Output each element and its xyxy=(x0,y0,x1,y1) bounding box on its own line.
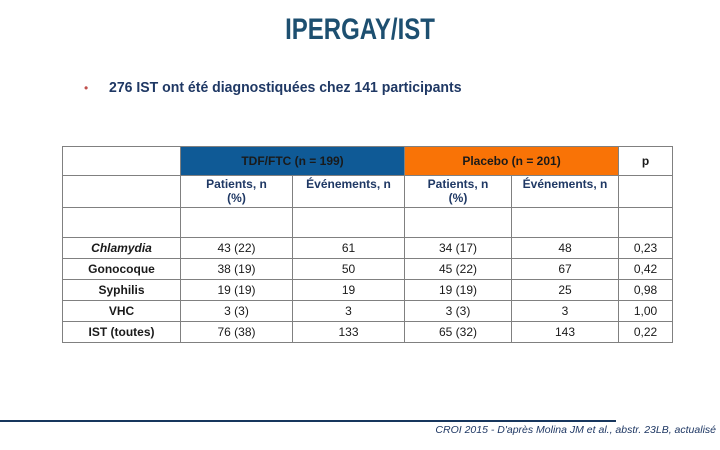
table-cell: 25 xyxy=(511,279,619,301)
table-cell: 3 xyxy=(511,300,619,322)
row-label: Chlamydia xyxy=(62,237,181,259)
bullet-item: • 276 IST ont été diagnostiquées chez 14… xyxy=(84,79,473,97)
table-group-header-row: TDF/FTC (n = 199) Placebo (n = 201) p xyxy=(62,146,673,176)
footer-divider xyxy=(0,420,616,422)
table-cell: 3 (3) xyxy=(404,300,512,322)
table-cell: 50 xyxy=(292,258,405,280)
table-row-vhc: VHC 3 (3) 3 3 (3) 3 1,00 xyxy=(62,300,673,322)
table-cell: 143 xyxy=(511,321,619,343)
table-cell: 19 (19) xyxy=(404,279,512,301)
table-cell-p: 1,00 xyxy=(618,300,673,322)
table-row-ist-toutes: IST (toutes) 76 (38) 133 65 (32) 143 0,2… xyxy=(62,321,673,343)
table-cell: 133 xyxy=(292,321,405,343)
table-cell: 19 xyxy=(292,279,405,301)
table-cell: 19 (19) xyxy=(180,279,293,301)
corner-cell xyxy=(62,146,181,176)
p-column-header: p xyxy=(618,146,673,176)
footer-credit: CROI 2015 - D'après Molina JM et al., ab… xyxy=(435,424,716,436)
sub-header-label: Patients, n (%) xyxy=(427,177,489,205)
table-cell-p: 0,22 xyxy=(618,321,673,343)
row-label: VHC xyxy=(62,300,181,322)
table-cell: 48 xyxy=(511,237,619,259)
row-label: IST (toutes) xyxy=(62,321,181,343)
table-cell: 3 (3) xyxy=(180,300,293,322)
bullet-text: 276 IST ont été diagnostiquées chez 141 … xyxy=(109,80,462,96)
sub-header-tdf-events: Événements, n xyxy=(292,175,405,208)
placebo-group-header: Placebo (n = 201) xyxy=(404,146,619,176)
empty-cell xyxy=(404,207,512,238)
table-row-gonocoque: Gonocoque 38 (19) 50 45 (22) 67 0,42 xyxy=(62,258,673,280)
sub-header-tdf-patients: Patients, n (%) xyxy=(180,175,293,208)
table-cell: 65 (32) xyxy=(404,321,512,343)
empty-cell xyxy=(292,207,405,238)
table-cell: 3 xyxy=(292,300,405,322)
table-cell: 34 (17) xyxy=(404,237,512,259)
table-cell: 45 (22) xyxy=(404,258,512,280)
row-label: Gonocoque xyxy=(62,258,181,280)
table-cell: 61 xyxy=(292,237,405,259)
empty-cell xyxy=(62,207,181,238)
table-cell: 43 (22) xyxy=(180,237,293,259)
table-cell: 38 (19) xyxy=(180,258,293,280)
empty-cell xyxy=(511,207,619,238)
table-cell-p: 0,23 xyxy=(618,237,673,259)
sub-header-placebo-patients: Patients, n (%) xyxy=(404,175,512,208)
table-cell: 76 (38) xyxy=(180,321,293,343)
table-cell-p: 0,98 xyxy=(618,279,673,301)
tdf-group-header: TDF/FTC (n = 199) xyxy=(180,146,405,176)
row-label: Syphilis xyxy=(62,279,181,301)
sub-header-label: Patients, n (%) xyxy=(206,177,267,205)
bullet-icon: • xyxy=(84,81,89,95)
table-sub-header-row: Patients, n (%) Événements, n Patients, … xyxy=(62,175,673,208)
empty-cell xyxy=(180,207,293,238)
table-cell-p: 0,42 xyxy=(618,258,673,280)
empty-cell xyxy=(62,175,181,208)
sub-header-placebo-events: Événements, n xyxy=(511,175,619,208)
empty-cell xyxy=(618,175,673,208)
page-title: IPERGAY/IST xyxy=(285,13,435,46)
table-row-chlamydia: Chlamydia 43 (22) 61 34 (17) 48 0,23 xyxy=(62,237,673,259)
table-cell: 67 xyxy=(511,258,619,280)
empty-cell xyxy=(618,207,673,238)
table-row-syphilis: Syphilis 19 (19) 19 19 (19) 25 0,98 xyxy=(62,279,673,301)
ist-results-table: TDF/FTC (n = 199) Placebo (n = 201) p Pa… xyxy=(62,146,673,343)
spacer-row xyxy=(62,207,673,238)
